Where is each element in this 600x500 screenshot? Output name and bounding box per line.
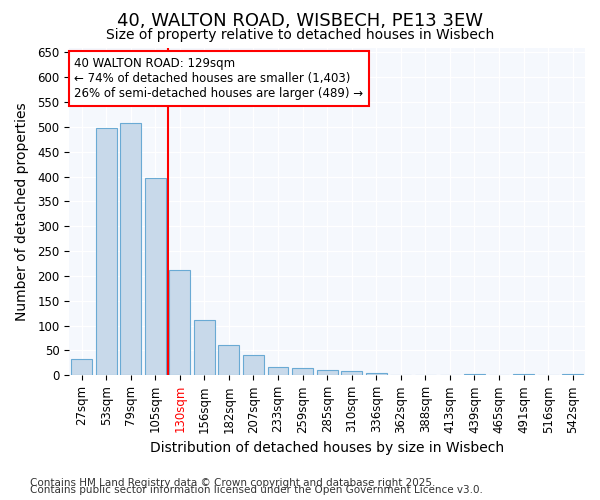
Bar	[243, 356, 264, 376]
Text: Contains HM Land Registry data © Crown copyright and database right 2025.: Contains HM Land Registry data © Crown c…	[30, 478, 436, 488]
Bar	[464, 374, 485, 376]
Bar	[71, 359, 92, 376]
X-axis label: Distribution of detached houses by size in Wisbech: Distribution of detached houses by size …	[150, 441, 504, 455]
Text: 40 WALTON ROAD: 129sqm
← 74% of detached houses are smaller (1,403)
26% of semi-: 40 WALTON ROAD: 129sqm ← 74% of detached…	[74, 58, 364, 100]
Bar	[341, 372, 362, 376]
Bar	[317, 370, 338, 376]
Bar	[268, 367, 289, 376]
Bar	[120, 123, 141, 376]
Text: 40, WALTON ROAD, WISBECH, PE13 3EW: 40, WALTON ROAD, WISBECH, PE13 3EW	[117, 12, 483, 30]
Bar	[292, 368, 313, 376]
Bar	[218, 344, 239, 376]
Bar	[194, 320, 215, 376]
Y-axis label: Number of detached properties: Number of detached properties	[15, 102, 29, 320]
Text: Size of property relative to detached houses in Wisbech: Size of property relative to detached ho…	[106, 28, 494, 42]
Bar	[96, 128, 116, 376]
Text: Contains public sector information licensed under the Open Government Licence v3: Contains public sector information licen…	[30, 485, 483, 495]
Bar	[562, 374, 583, 376]
Bar	[366, 373, 387, 376]
Bar	[145, 178, 166, 376]
Bar	[169, 270, 190, 376]
Bar	[513, 374, 534, 376]
